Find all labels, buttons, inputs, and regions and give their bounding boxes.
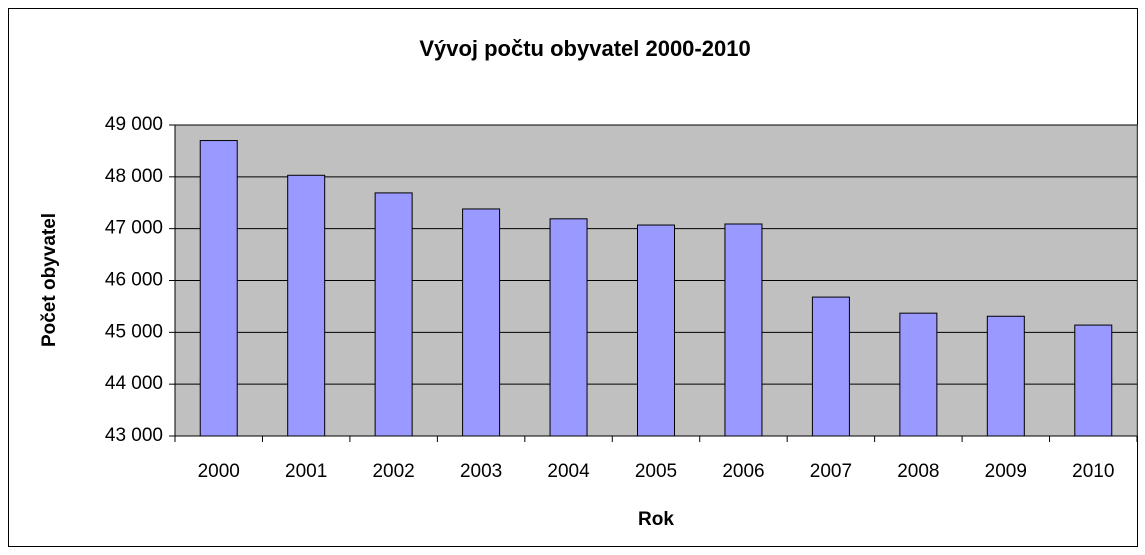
bar	[287, 174, 326, 437]
x-tick-label: 2005	[635, 461, 677, 482]
bar	[724, 223, 763, 437]
chart-title: Vývoj počtu obyvatel 2000-2010	[419, 36, 750, 61]
x-tick-label: 2008	[897, 461, 939, 482]
x-tick-label: 2010	[1072, 461, 1114, 482]
y-tick-label: 47 000	[105, 218, 163, 239]
bar	[986, 315, 1025, 437]
y-axis-label: Počet obyvatel	[39, 213, 60, 347]
x-tick-label: 2000	[198, 461, 240, 482]
x-tick-label: 2003	[460, 461, 502, 482]
x-tick-label: 2002	[372, 461, 414, 482]
x-tick-label: 2004	[547, 461, 590, 482]
y-tick-label: 43 000	[105, 425, 163, 446]
bar	[199, 140, 238, 437]
x-axis-label: Rok	[638, 509, 674, 530]
y-tick-label: 48 000	[105, 166, 163, 187]
x-tick-label: 2001	[285, 461, 327, 482]
y-tick-label: 44 000	[105, 373, 163, 394]
y-tick-label: 45 000	[105, 321, 163, 342]
bar	[899, 312, 938, 437]
y-tick-label: 49 000	[105, 114, 163, 135]
bar	[1074, 324, 1113, 437]
x-tick-label: 2007	[810, 461, 852, 482]
bar	[637, 224, 675, 437]
bar	[549, 218, 588, 437]
bar	[462, 208, 501, 437]
bar	[811, 296, 850, 437]
x-tick-label: 2009	[985, 461, 1027, 482]
y-tick-label: 46 000	[105, 270, 163, 291]
x-tick-label: 2006	[722, 461, 764, 482]
bar	[374, 192, 413, 437]
